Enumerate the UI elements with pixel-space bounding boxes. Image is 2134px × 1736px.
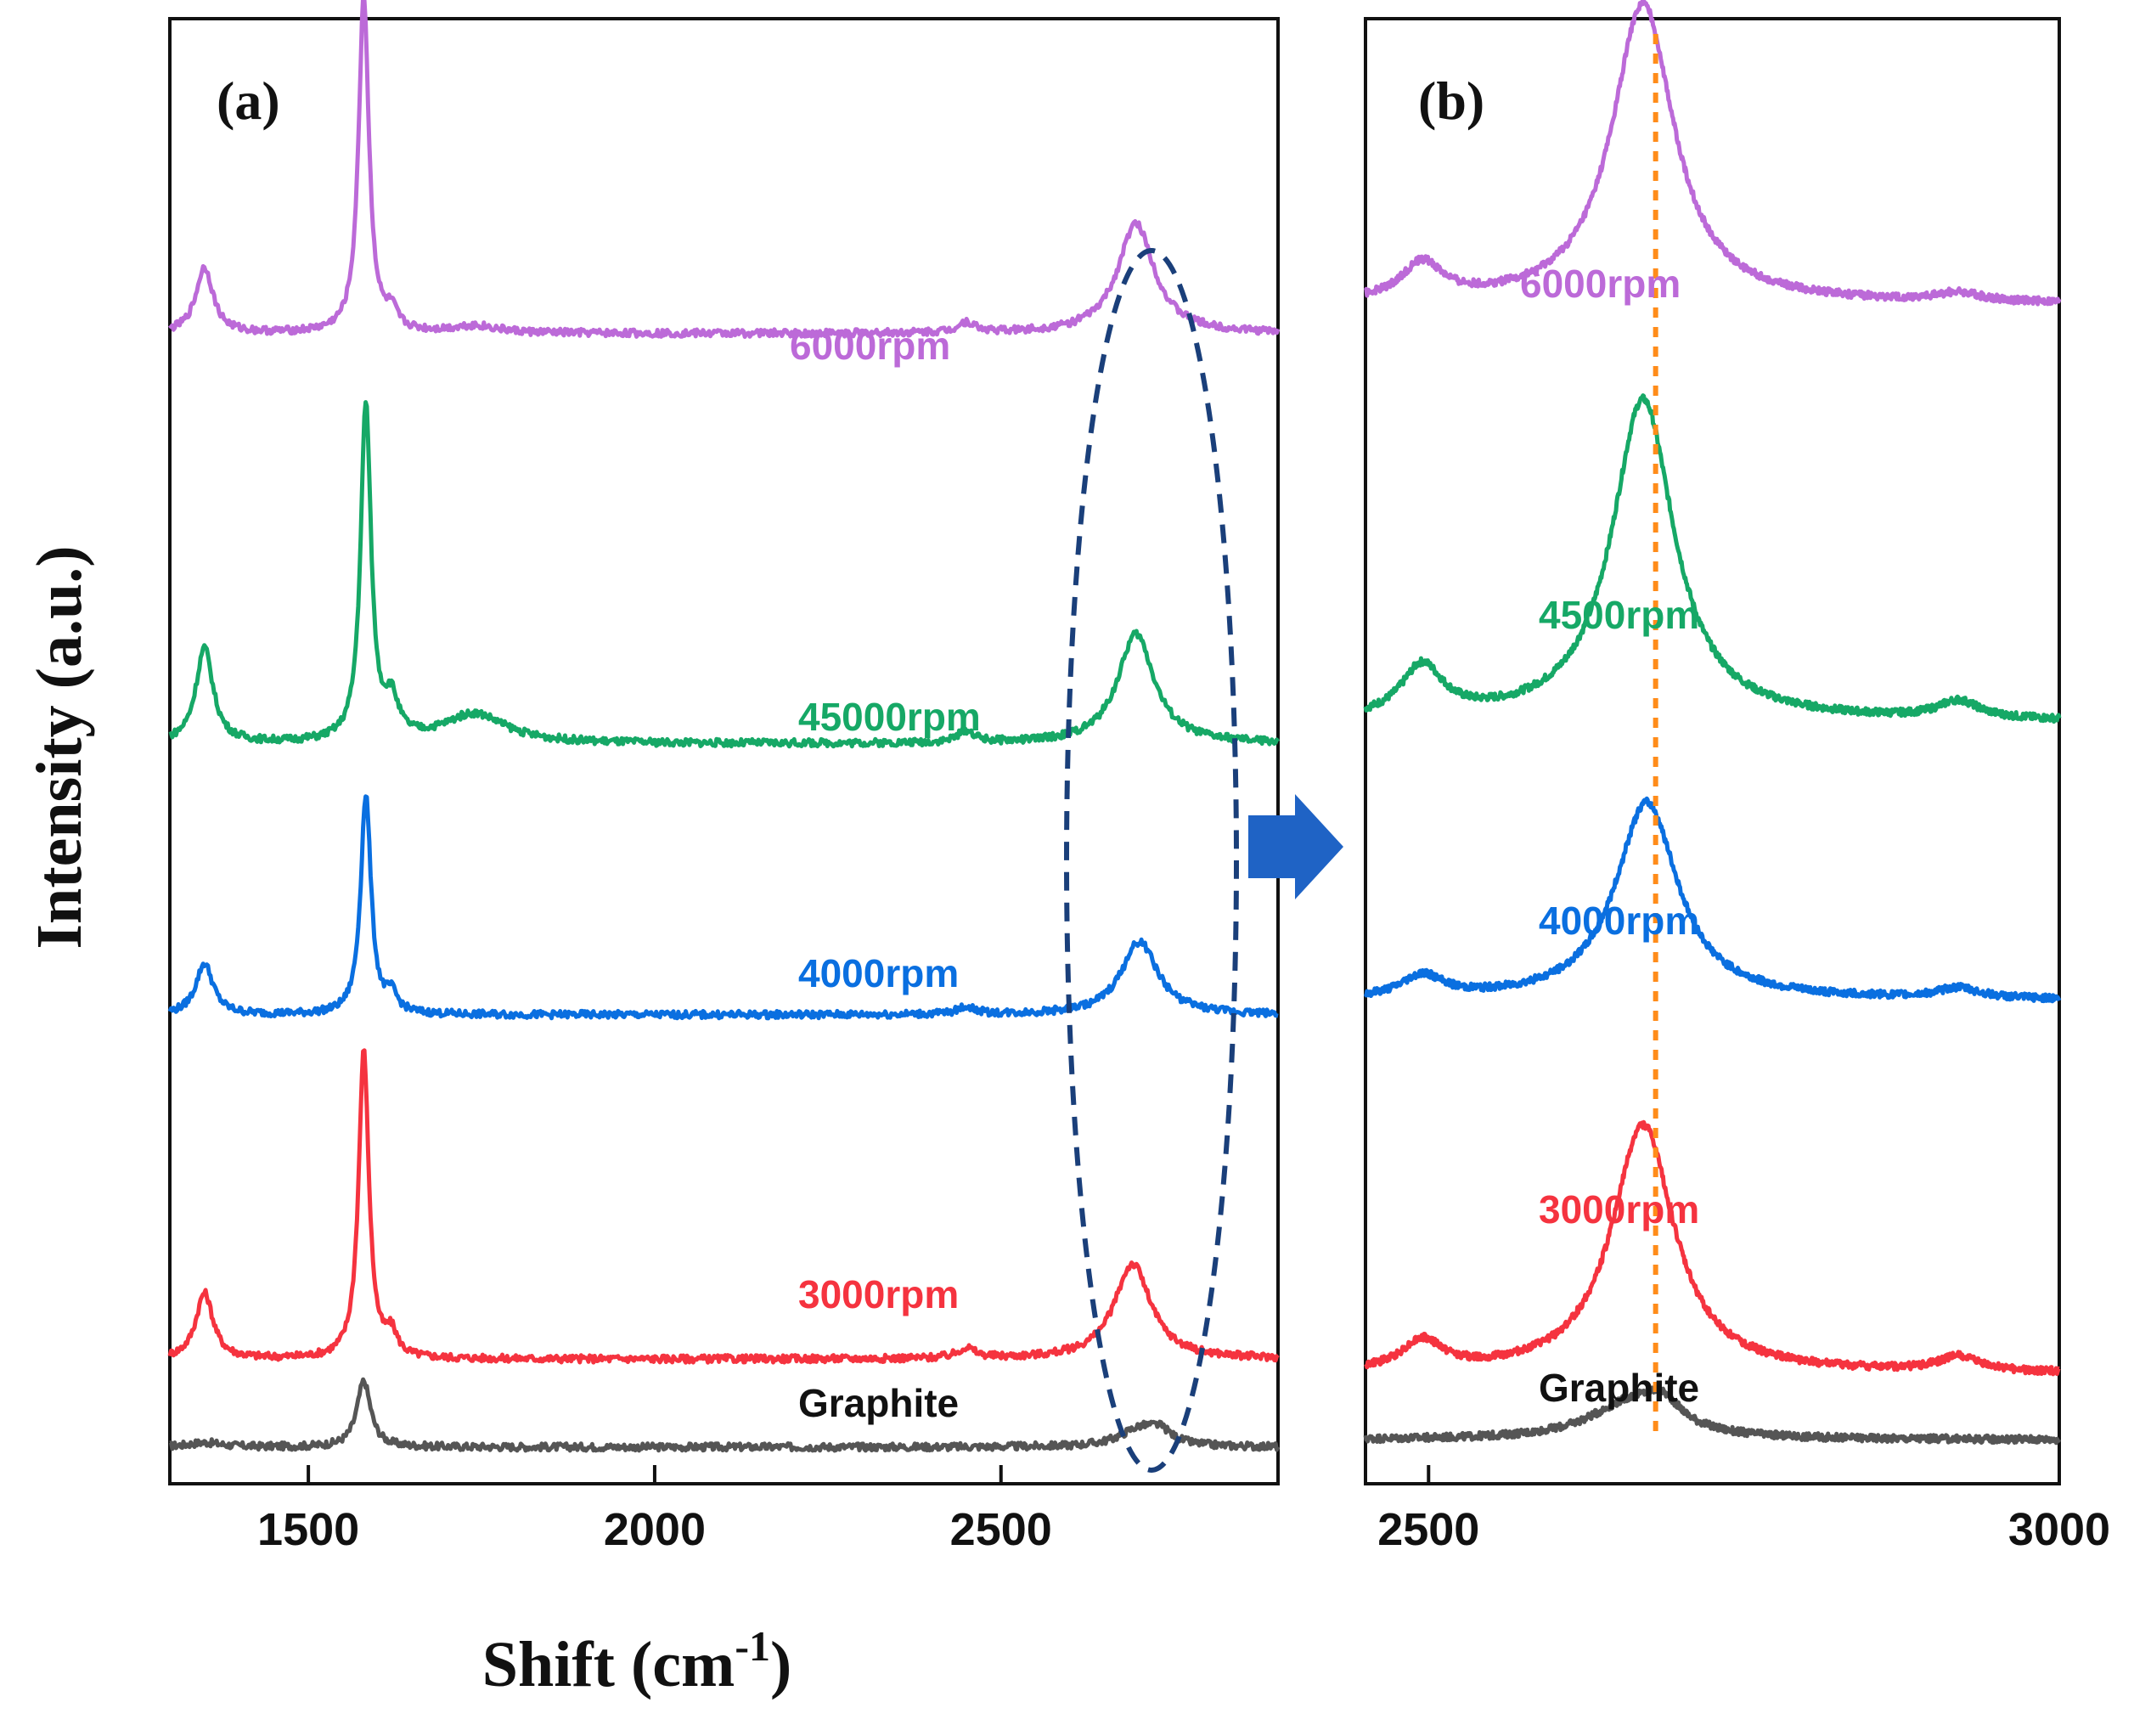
panel-a-x-ticks: 1500 2000 2500 bbox=[257, 1465, 1052, 1555]
series-label-graphite: Graphite bbox=[798, 1381, 959, 1425]
x-axis-title-text: Shift (cm bbox=[482, 1629, 735, 1700]
series-label-6000rpm: 6000rpm bbox=[790, 324, 950, 368]
panel-b-x-ticks: 2500 3000 bbox=[1377, 1465, 2110, 1555]
panel-b-label: (b) bbox=[1418, 70, 1484, 131]
panel-b: (b) 2500 3000 Graphite 3000rpm 4000rpm 4500r… bbox=[1363, 0, 2110, 1555]
series-label-6000rpm: 6000rpm bbox=[1520, 262, 1681, 306]
panel-b-frame bbox=[1364, 17, 2061, 1485]
panel-b-series bbox=[1363, 0, 2062, 1446]
series-label-3000rpm: 3000rpm bbox=[1539, 1187, 1699, 1232]
x-tick-label: 3000 bbox=[2008, 1504, 2110, 1555]
series-line-4000rpm bbox=[1363, 796, 2062, 1004]
y-axis-title: Intensity (a.u.) bbox=[24, 545, 95, 949]
series-line-graphite bbox=[1363, 1384, 2062, 1446]
series-label-4500rpm: 4500rpm bbox=[1539, 593, 1699, 637]
x-tick-label: 2000 bbox=[604, 1504, 706, 1555]
arrow-right-icon bbox=[1248, 794, 1343, 899]
panel-a: (a) 1500 2000 2500 Graphite 3000rpm 4000rpm 4… bbox=[167, 0, 1281, 1555]
panel-b-series-labels: Graphite 3000rpm 4000rpm 4500rpm 6000rpm bbox=[1520, 262, 1699, 1410]
series-line-6000rpm bbox=[168, 0, 1281, 339]
series-label-3000rpm: 3000rpm bbox=[798, 1272, 959, 1316]
series-line-4500rpm bbox=[1363, 393, 2062, 724]
series-label-4000rpm: 4000rpm bbox=[798, 951, 959, 995]
series-line-3000rpm bbox=[1364, 1119, 2061, 1377]
series-line-3000rpm bbox=[167, 1048, 1280, 1365]
panel-a-series bbox=[167, 0, 1281, 1453]
series-label-graphite: Graphite bbox=[1539, 1366, 1699, 1410]
series-line-graphite bbox=[169, 1377, 1281, 1453]
series-line-45000rpm bbox=[168, 400, 1281, 749]
panel-a-frame bbox=[168, 17, 1280, 1485]
x-axis-title-superscript: -1 bbox=[735, 1622, 770, 1670]
series-line-4000rpm bbox=[167, 794, 1279, 1021]
x-axis-title-close: ) bbox=[770, 1629, 791, 1700]
zoom-region-ellipse bbox=[1064, 248, 1239, 1473]
series-line-6000rpm bbox=[1363, 0, 2062, 307]
x-tick-label: 2500 bbox=[950, 1504, 1052, 1555]
x-tick-label: 2500 bbox=[1377, 1504, 1479, 1555]
x-tick-label: 1500 bbox=[257, 1504, 359, 1555]
series-label-4000rpm: 4000rpm bbox=[1539, 899, 1699, 943]
panel-a-label: (a) bbox=[217, 70, 280, 131]
series-label-45000rpm: 45000rpm bbox=[798, 695, 981, 739]
panel-a-series-labels: Graphite 3000rpm 4000rpm 45000rpm 6000rpm bbox=[790, 324, 981, 1425]
x-axis-title: Shift (cm-1) bbox=[482, 1622, 792, 1700]
